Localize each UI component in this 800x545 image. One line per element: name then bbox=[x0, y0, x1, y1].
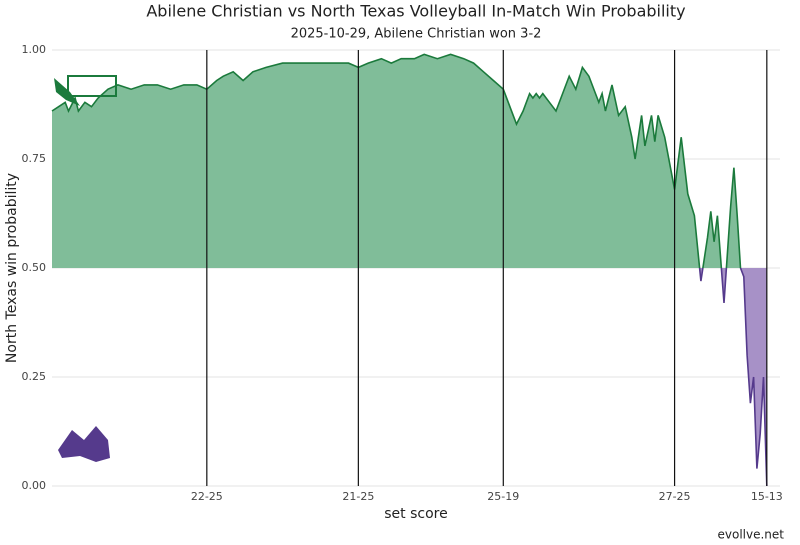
x-tick-label: 15-13 bbox=[751, 490, 783, 503]
acu-logo bbox=[58, 426, 110, 462]
area-above bbox=[52, 54, 767, 268]
y-tick-label: 0.50 bbox=[22, 261, 47, 274]
y-tick-label: 0.75 bbox=[22, 152, 47, 165]
x-tick-label: 25-19 bbox=[487, 490, 519, 503]
x-tick-label: 27-25 bbox=[659, 490, 691, 503]
x-axis-label: set score bbox=[384, 506, 447, 522]
y-tick-label: 0.25 bbox=[22, 370, 47, 383]
y-tick-label: 1.00 bbox=[22, 43, 47, 56]
north-texas-logo bbox=[54, 75, 117, 106]
y-axis-label: North Texas win probability bbox=[4, 173, 20, 363]
x-tick-label: 22-25 bbox=[191, 490, 223, 503]
x-tick-label: 21-25 bbox=[342, 490, 374, 503]
y-tick-label: 0.00 bbox=[22, 479, 47, 492]
chart-title: Abilene Christian vs North Texas Volleyb… bbox=[146, 2, 685, 21]
source: evollve.net bbox=[718, 528, 785, 542]
line-above bbox=[51, 53, 742, 268]
chart-subtitle: 2025-10-29, Abilene Christian won 3-2 bbox=[291, 27, 542, 42]
